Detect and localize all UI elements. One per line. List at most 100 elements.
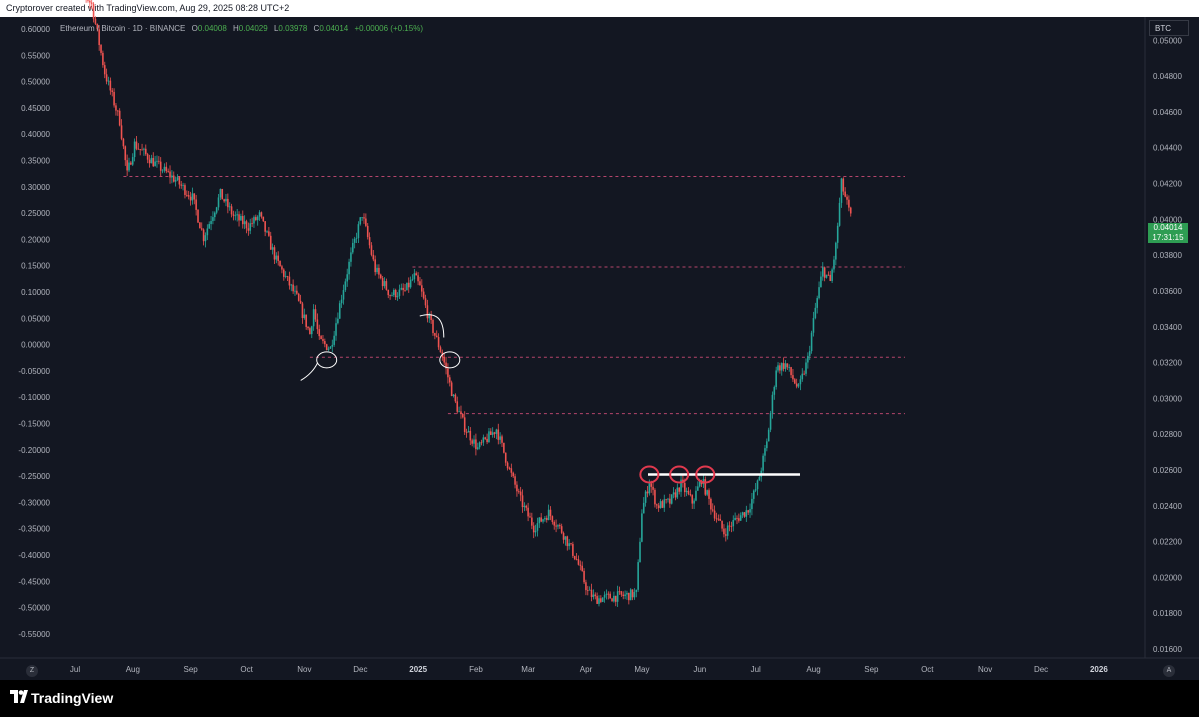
candle-body (674, 492, 677, 498)
candle-body (495, 429, 498, 434)
left-axis-tick: 0.15000 (21, 262, 50, 271)
candle-body (476, 447, 479, 450)
open-label: O (191, 24, 198, 33)
right-axis-tick: 0.04400 (1153, 144, 1182, 153)
candle-body (641, 513, 643, 542)
candle-body (165, 166, 168, 172)
candle-body (411, 279, 414, 280)
candle-body (402, 287, 404, 291)
time-axis-tick: Feb (469, 665, 483, 674)
candle-body (400, 287, 403, 290)
left-axis-tick: -0.10000 (18, 393, 50, 402)
candle-body (238, 214, 240, 221)
candle-body (596, 596, 598, 604)
time-axis[interactable]: Jul Aug Sep Oct Nov Dec 2025 Feb Mar Apr May Jun Jul… (70, 665, 1108, 674)
candle-body (299, 300, 302, 304)
candle-body (301, 303, 304, 319)
candle-body (728, 525, 731, 527)
candle-body (292, 284, 294, 292)
candle-body (840, 178, 843, 203)
candle-body (357, 224, 360, 238)
candle-body (607, 593, 610, 595)
candle-body (406, 282, 408, 291)
candle-body (835, 242, 837, 260)
auto-scale-button[interactable]: A (1163, 665, 1175, 677)
candle-body (821, 267, 824, 277)
candle-body (726, 525, 729, 536)
candle-body (87, 0, 89, 1)
candle-body (620, 591, 623, 595)
candle-body (833, 259, 835, 270)
left-axis-tick: -0.50000 (18, 604, 50, 613)
candle-body (614, 595, 617, 602)
candle-body (482, 437, 485, 443)
candle-body (318, 329, 321, 337)
candle-body (626, 592, 628, 595)
candle-body (579, 564, 582, 566)
symbol-name[interactable]: Ethereum / Bitcoin · 1D · BINANCE (60, 24, 186, 33)
tradingview-logo-icon (10, 690, 28, 703)
candle-body (698, 481, 701, 487)
candle-body (331, 344, 334, 347)
candle-body (536, 523, 539, 531)
time-axis-tick: Apr (580, 665, 593, 674)
candle-body (577, 559, 580, 565)
candle-body (107, 80, 110, 82)
candle-body (135, 141, 138, 149)
time-axis-tick: Oct (921, 665, 934, 674)
candle-body (133, 141, 136, 158)
candle-body (191, 193, 194, 201)
pivot-circle (439, 351, 461, 369)
candle-body (514, 476, 516, 485)
candle-body (197, 209, 199, 223)
candle-body (790, 367, 792, 376)
candle-body (253, 217, 255, 224)
right-axis[interactable]: 0.05000 0.04800 0.04600 0.04400 0.04200 0.040… (1153, 36, 1182, 654)
candle-body (721, 520, 723, 529)
candle-body (540, 517, 542, 522)
candle-body (296, 290, 298, 294)
candle-body (182, 185, 184, 186)
candle-body (379, 274, 382, 279)
candle-body (475, 439, 477, 450)
candle-body (122, 138, 125, 147)
price-chart[interactable]: 0.60000 0.55000 0.50000 0.45000 0.40000 0.350… (0, 0, 1199, 680)
currency-badge[interactable]: BTC (1149, 20, 1189, 36)
candle-body (324, 341, 326, 345)
candle-body (575, 559, 578, 560)
candle-body (98, 29, 100, 46)
scale-toggle-left-button[interactable]: Z (26, 665, 38, 677)
right-axis-tick: 0.03000 (1153, 394, 1182, 403)
left-axis-tick: 0.25000 (21, 209, 50, 218)
candle-body (268, 231, 270, 236)
candle-body (424, 298, 427, 306)
candle-body (370, 245, 373, 255)
candle-body (383, 281, 386, 287)
candle-body (180, 184, 183, 186)
left-axis-tick: -0.45000 (18, 577, 50, 586)
candle-body (538, 517, 541, 524)
candle-body (719, 518, 722, 521)
candle-body (532, 525, 535, 533)
candle-body (284, 276, 287, 278)
candle-body (510, 468, 513, 473)
candle-body (665, 499, 667, 501)
candle-body (409, 279, 412, 288)
candle-body (650, 483, 653, 487)
left-axis-tick: 0.00000 (21, 341, 50, 350)
candle-body (439, 347, 442, 353)
candle-body (508, 468, 511, 470)
resistance-touch-circle (695, 465, 716, 484)
candle-body (820, 276, 822, 288)
time-axis-tick: Jun (693, 665, 706, 674)
candle-body (704, 479, 707, 495)
candle-body (478, 442, 481, 448)
candle-body (730, 526, 733, 527)
left-axis-tick: 0.60000 (21, 25, 50, 34)
candle-body (616, 591, 619, 602)
candle-body (553, 522, 556, 526)
candle-body (659, 501, 662, 509)
candle-body (794, 379, 796, 384)
candle-body (452, 394, 455, 397)
candle-body (325, 344, 328, 350)
